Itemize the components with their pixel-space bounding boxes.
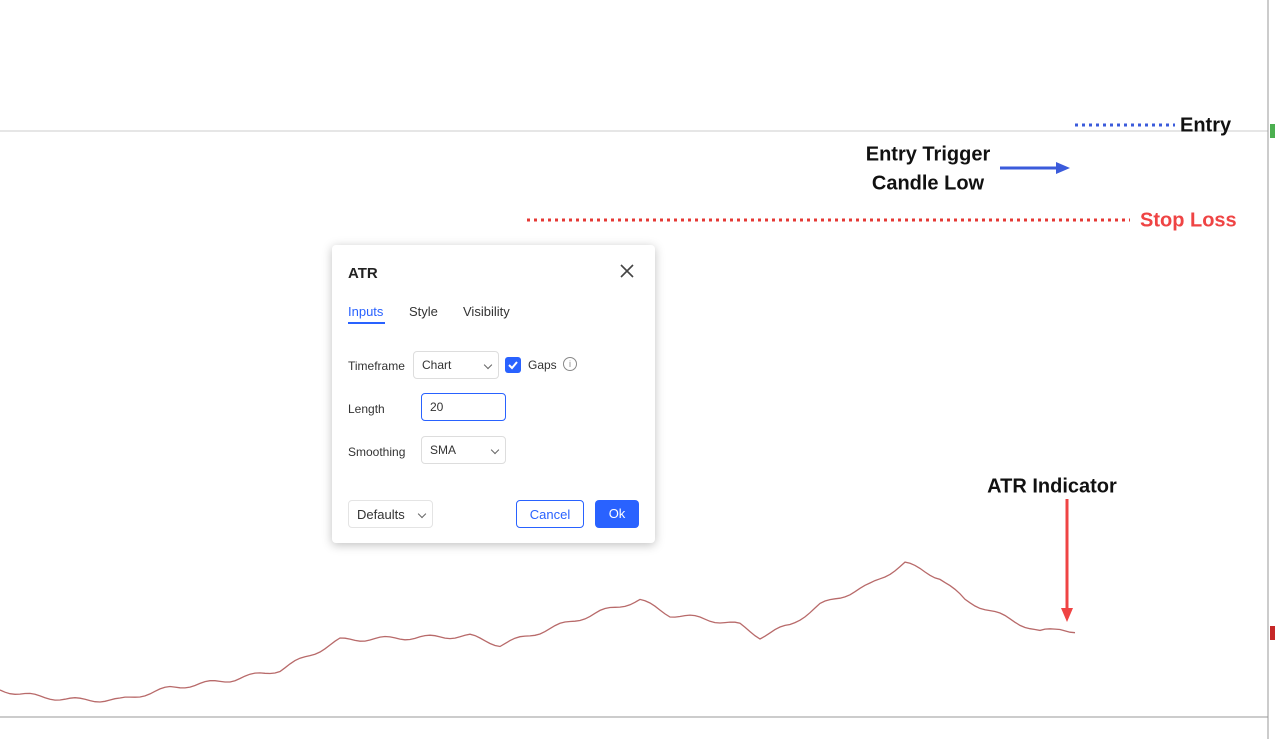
cancel-button[interactable]: Cancel (516, 500, 584, 528)
tab-underline (348, 322, 385, 324)
smoothing-select[interactable]: SMA (421, 436, 506, 464)
field-label: Smoothing (348, 445, 406, 459)
close-button[interactable] (619, 263, 635, 279)
trigger-label: Candle Low (872, 172, 985, 194)
atr-label: ATR Indicator (987, 475, 1117, 497)
length-input[interactable]: 20 (421, 393, 506, 421)
atr-line (0, 561, 1076, 703)
checkbox-label: Gaps (528, 358, 557, 372)
atr-tag (1270, 626, 1275, 640)
button-label: Ok (608, 506, 626, 521)
settings-dialog: ATR Inputs Style Visibility Timeframe Ch… (332, 245, 655, 543)
input-value: 20 (430, 400, 444, 414)
dialog-title: ATR (348, 265, 378, 282)
tab[interactable]: Visibility (463, 304, 510, 319)
price-tag (1270, 124, 1275, 138)
select-value: SMA (430, 443, 457, 457)
tab[interactable]: Inputs (348, 304, 384, 319)
button-label: Cancel (529, 507, 571, 522)
tab[interactable]: Style (409, 304, 438, 319)
entry-label: Entry (1180, 114, 1232, 136)
stop-label: Stop Loss (1140, 209, 1237, 231)
button-label: Defaults (357, 507, 405, 522)
ok-button[interactable]: Ok (595, 500, 639, 528)
trigger-label: Entry Trigger (866, 143, 991, 165)
info-icon[interactable]: i (563, 357, 577, 371)
defaults-button[interactable]: Defaults (348, 500, 433, 528)
trigger-arrowhead (1056, 162, 1070, 174)
field-label: Timeframe (348, 359, 405, 373)
field-label: Length (348, 402, 385, 416)
atr-arrowhead (1061, 608, 1073, 622)
timeframe-select[interactable]: Chart (413, 351, 499, 379)
gaps-checkbox[interactable] (505, 357, 521, 373)
select-value: Chart (422, 358, 452, 372)
